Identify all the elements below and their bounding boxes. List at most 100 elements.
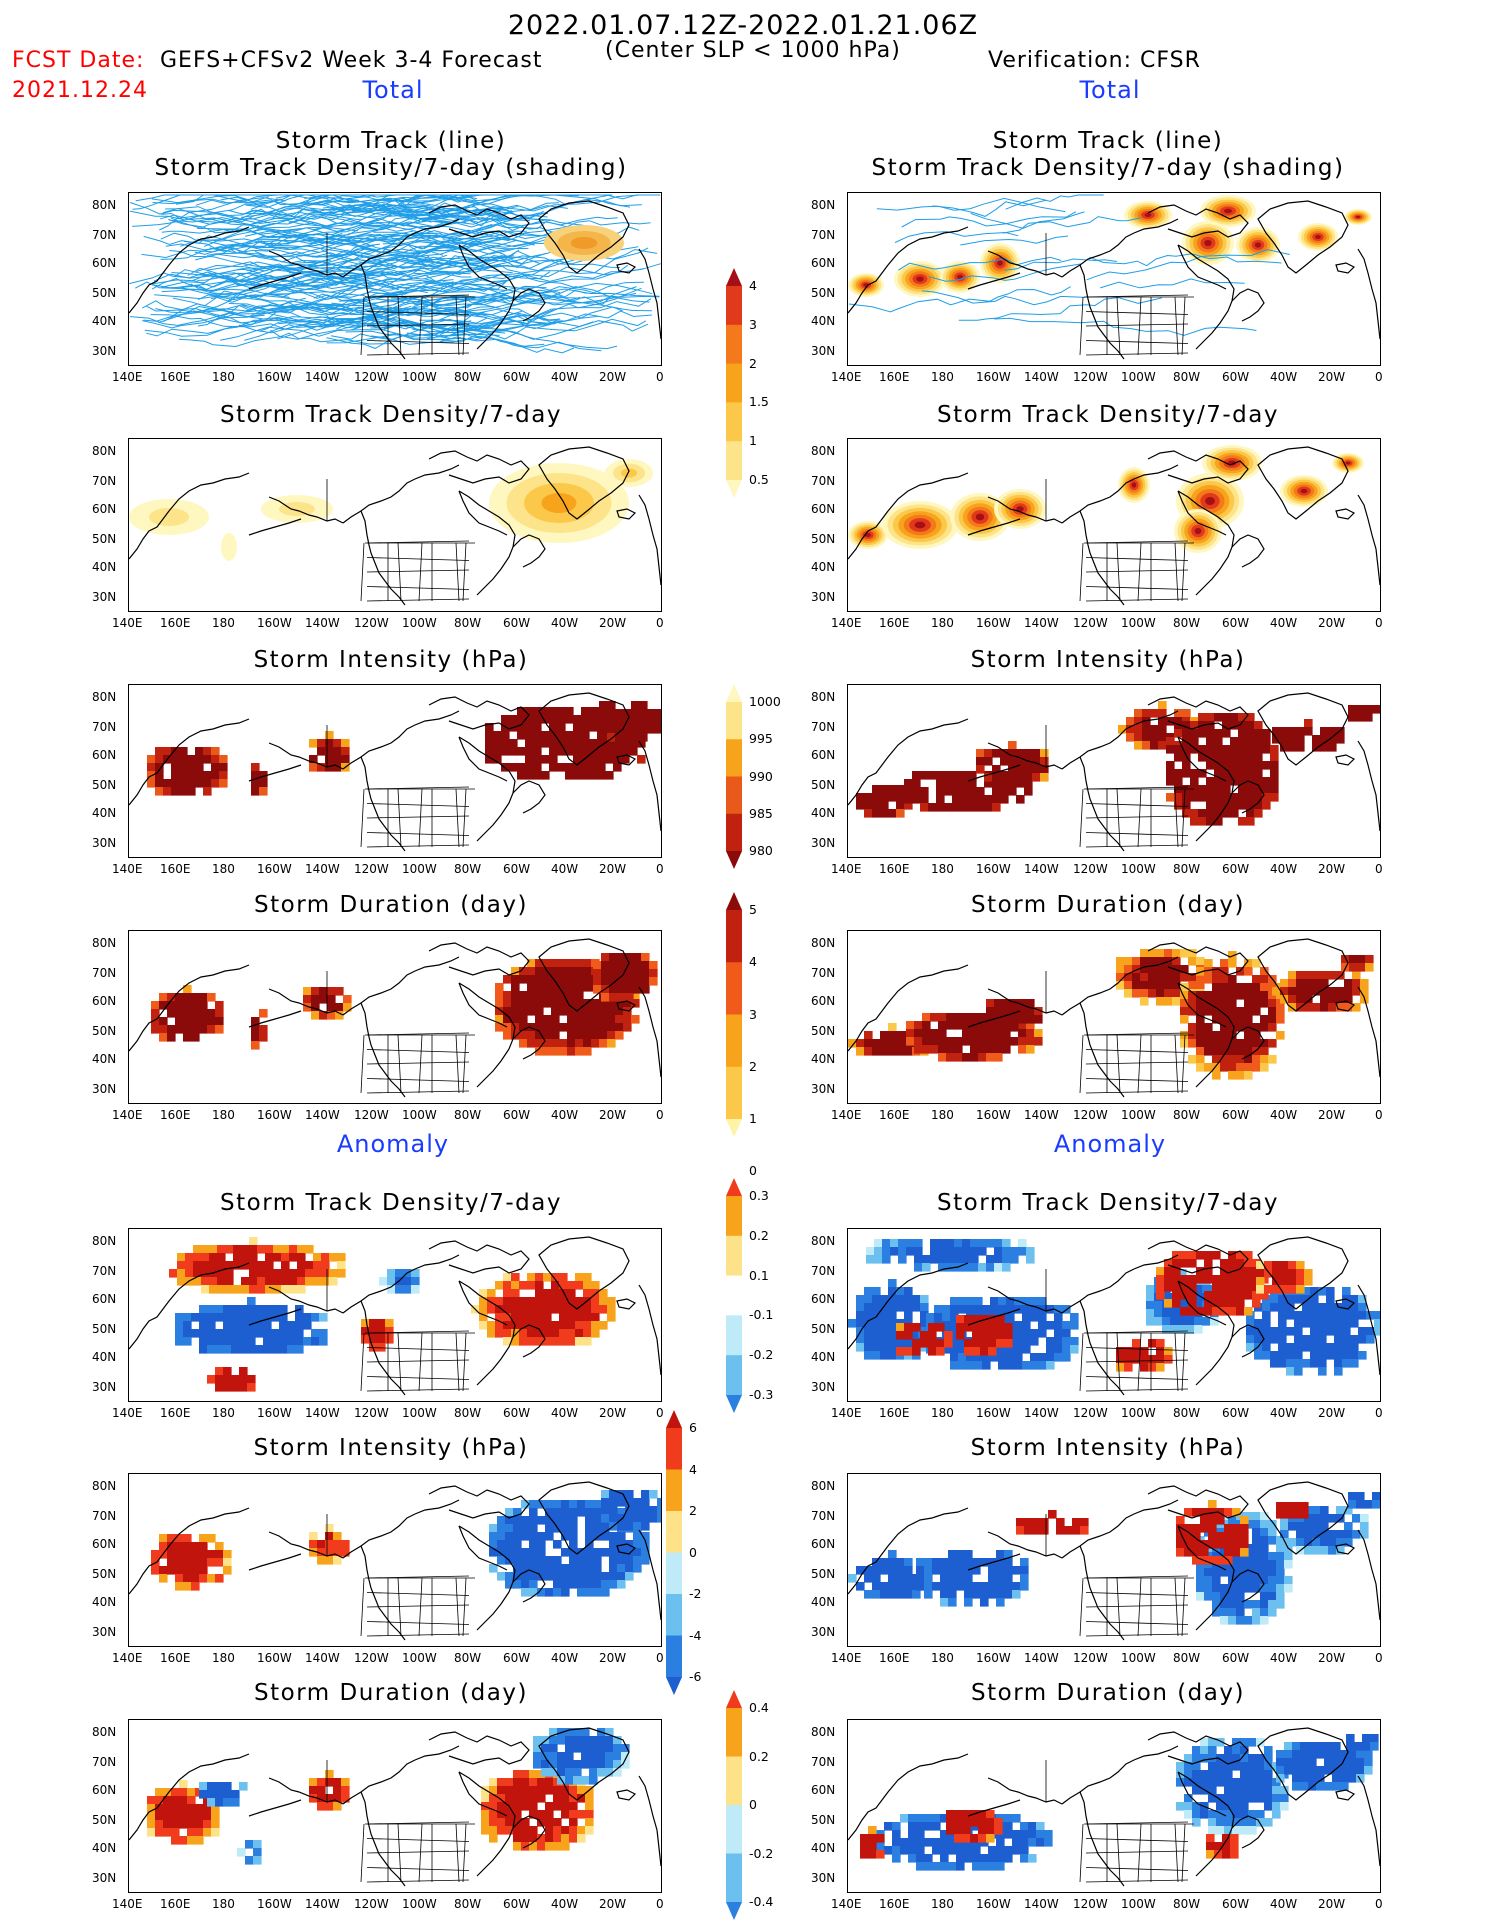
lon-label: 0 [656, 370, 664, 384]
colorbar-label: 0.3 [749, 1188, 769, 1203]
lon-label: 20W [599, 370, 627, 384]
lon-label: 180 [212, 1108, 235, 1122]
lon-label: 120W [1073, 862, 1108, 876]
lon-label: 180 [212, 862, 235, 876]
colorbar-label: 2 [749, 355, 757, 371]
colorbar-swatch [666, 1594, 682, 1636]
lat-label: 80N [92, 198, 117, 212]
colorbar-duration-anom: 0.4 0.2 0 -0.2 -0.4 [725, 1690, 773, 1924]
lon-label: 140W [305, 1406, 340, 1420]
map-panel-intensity-verification [847, 684, 1381, 858]
verification-title: Verification: CFSR [988, 48, 1201, 73]
lon-label: 40W [1270, 1897, 1298, 1911]
lon-label: 0 [1375, 616, 1383, 630]
lon-label: 40W [1270, 616, 1298, 630]
lat-label: 40N [92, 1595, 117, 1609]
lon-label: 60W [503, 1651, 531, 1665]
fcst-date-label: FCST Date: [12, 48, 145, 73]
colorbar-label: 4 [749, 278, 757, 293]
lon-label: 0 [656, 1897, 664, 1911]
map-panel-intensity-anomaly-forecast [128, 1473, 662, 1647]
lon-label: 80W [1173, 1406, 1201, 1420]
lat-label: 30N [811, 1625, 836, 1639]
colorbar-label: 3 [749, 316, 757, 332]
lon-label: 40W [551, 1897, 579, 1911]
lon-label: 20W [599, 616, 627, 630]
lon-label: 120W [1073, 1897, 1108, 1911]
colorbar-swatch [726, 739, 742, 777]
lat-label: 50N [811, 778, 836, 792]
map-panel-duration-anomaly-verification [847, 1719, 1381, 1893]
lon-label: 60W [503, 616, 531, 630]
lon-label: 160W [257, 616, 292, 630]
lon-label: 100W [402, 370, 437, 384]
colorbar-swatch [726, 892, 742, 910]
colorbar-swatch [726, 268, 742, 286]
lon-label: 80W [1173, 1651, 1201, 1665]
title-duration-right: Storm Duration (day) [971, 892, 1245, 918]
section-anomaly-right: Anomaly [1053, 1130, 1167, 1158]
lon-label: 40W [1270, 1651, 1298, 1665]
colorbar-swatch [726, 363, 742, 403]
colorbar-swatch [726, 324, 742, 365]
lon-label: 160E [160, 370, 191, 384]
lat-label: 50N [811, 1322, 836, 1336]
lon-label: 20W [1318, 1406, 1346, 1420]
lon-label: 0 [656, 1108, 664, 1122]
lon-label: 60W [503, 1897, 531, 1911]
lat-label: 80N [811, 444, 836, 458]
title-intensity-left: Storm Intensity (hPa) [253, 647, 529, 673]
lat-label: 60N [92, 502, 117, 516]
lon-label: 140E [112, 370, 143, 384]
lon-label: 140W [305, 370, 340, 384]
lon-label: 180 [212, 1897, 235, 1911]
lon-label: 0 [656, 862, 664, 876]
lon-label: 20W [1318, 1897, 1346, 1911]
colorbar-swatch [726, 1315, 742, 1356]
lon-label: 160W [976, 616, 1011, 630]
lon-label: 160W [976, 1651, 1011, 1665]
colorbar-label: 0.2 [749, 1227, 769, 1243]
section-total-left: Total [362, 76, 424, 104]
lon-label: 160E [160, 1406, 191, 1420]
lat-label: 60N [811, 502, 836, 516]
lat-label: 60N [811, 1537, 836, 1551]
colorbar-density-total: 4 3 2 1.5 1 0.5 [725, 268, 769, 502]
colorbar-label: 1.5 [749, 394, 769, 410]
map-panel-density-anomaly-verification [847, 1228, 1381, 1402]
lon-label: 100W [1121, 370, 1156, 384]
lon-label: 160E [879, 1406, 910, 1420]
lon-label: 180 [212, 370, 235, 384]
lat-label: 50N [811, 1024, 836, 1038]
criterion-title: (Center SLP < 1000 hPa) [605, 38, 901, 63]
colorbar-swatch [666, 1677, 682, 1695]
lon-label: 100W [402, 1406, 437, 1420]
lon-label: 60W [503, 370, 531, 384]
map-field-intensity-anomaly-forecast [129, 1481, 661, 1641]
lat-label: 30N [92, 1380, 117, 1394]
lon-label: 140W [305, 616, 340, 630]
title-track-line-left: Storm Track (line) [275, 128, 507, 154]
colorbar-label: 0.1 [749, 1267, 769, 1283]
lat-label: 50N [92, 1567, 117, 1581]
lat-label: 70N [92, 474, 117, 488]
map-panel-track-line-verification [847, 192, 1381, 366]
lat-label: 70N [811, 228, 836, 242]
colorbar-label: 0 [749, 1797, 757, 1812]
map-panel-track-line-forecast [128, 192, 662, 366]
lon-label: 80W [454, 616, 482, 630]
colorbar-label: 1 [749, 433, 757, 449]
section-total-right: Total [1079, 76, 1141, 104]
lon-label: 160E [160, 1108, 191, 1122]
map-panel-duration-anomaly-forecast [128, 1719, 662, 1893]
lat-label: 60N [92, 1783, 117, 1797]
title-intensity-right: Storm Intensity (hPa) [970, 647, 1246, 673]
lon-label: 80W [1173, 616, 1201, 630]
lat-label: 40N [811, 806, 836, 820]
title-track-line-density-left: Storm Track Density/7-day (shading) [154, 155, 628, 181]
lat-label: 50N [811, 532, 836, 546]
lon-label: 60W [503, 862, 531, 876]
colorbar-label: 6 [689, 1420, 697, 1435]
map-field-duration-anomaly-verification [848, 1727, 1380, 1887]
lon-label: 140E [831, 1406, 862, 1420]
